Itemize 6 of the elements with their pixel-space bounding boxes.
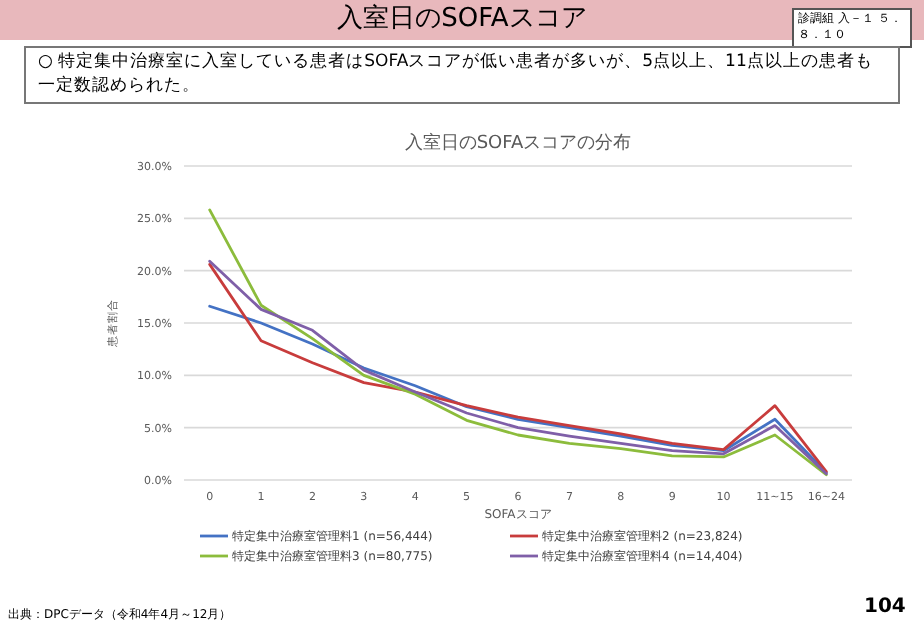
line-series (208, 208, 828, 477)
text: 104 (864, 596, 906, 618)
text: 入室日のSOFAスコア (337, 4, 587, 34)
text: ○ 特定集中治療室に入室している患者はSOFAスコアが低い患者が多いが、5点以上、11点以上の患者も一定数認められた。 (24, 46, 900, 104)
line-series (208, 304, 828, 475)
chart-title: 入室日のSOFAスコアの分布 (404, 132, 632, 154)
